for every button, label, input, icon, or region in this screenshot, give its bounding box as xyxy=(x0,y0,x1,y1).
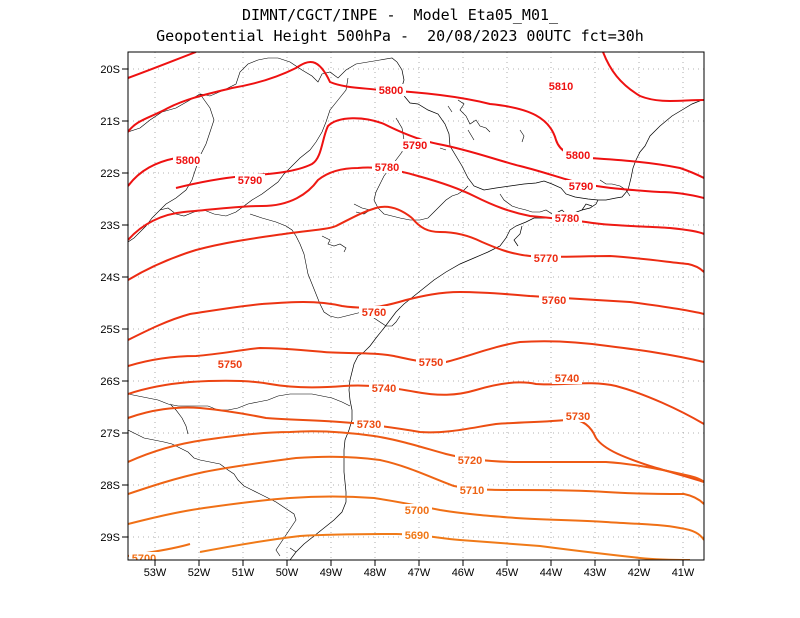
contour-label-bg xyxy=(129,552,159,560)
lat-label: 27S xyxy=(100,428,120,440)
lon-label: 49W xyxy=(320,567,343,579)
contour-label-bg xyxy=(531,252,561,264)
contour-label: 5740 xyxy=(372,383,396,395)
contour-label-bg xyxy=(416,356,446,368)
contour-label-bg xyxy=(563,410,593,422)
lon-label: 43W xyxy=(584,567,607,579)
axis-ticks xyxy=(122,68,684,566)
lon-label: 53W xyxy=(144,567,167,579)
lon-label: 45W xyxy=(496,567,519,579)
contour-label-bg xyxy=(563,149,593,161)
contour-label: 5780 xyxy=(375,162,399,174)
contour-label-bg xyxy=(359,306,389,318)
contour-label: 5740 xyxy=(555,373,579,385)
contour-5700 xyxy=(128,495,704,541)
contour-5740 xyxy=(128,379,704,425)
state-borders xyxy=(128,57,631,557)
contour-label-bg xyxy=(552,212,582,224)
contour-label: 5800 xyxy=(176,155,200,167)
contour-label: 5770 xyxy=(534,253,558,265)
contour-label-bg xyxy=(552,372,582,384)
grid-lines xyxy=(128,52,704,560)
contour-label: 5800 xyxy=(566,150,590,162)
lon-label: 52W xyxy=(188,567,211,579)
contour-label: 5760 xyxy=(542,295,566,307)
lat-label: 29S xyxy=(100,532,120,544)
lon-label: 47W xyxy=(408,567,431,579)
contour-label: 5720 xyxy=(458,455,482,467)
contour-label: 5690 xyxy=(405,530,429,542)
contour-label: 5700 xyxy=(132,553,156,565)
contour-label: 5730 xyxy=(357,419,381,431)
contour-label-bg xyxy=(400,139,430,151)
contour-label: 5750 xyxy=(419,357,443,369)
contour-label-bg xyxy=(402,529,432,541)
map-title-line2: Geopotential Height 500hPa - 20/08/2023 … xyxy=(156,27,644,45)
contour-5770 xyxy=(128,205,704,281)
lat-label: 22S xyxy=(100,168,120,180)
contour-label-bg xyxy=(376,84,406,96)
contour-label-bg xyxy=(235,174,265,186)
contour-label-bg xyxy=(354,418,384,430)
contour-label-bg xyxy=(539,294,569,306)
contour-5790 xyxy=(175,117,704,199)
contour-label: 5730 xyxy=(566,411,590,423)
lon-label: 50W xyxy=(276,567,299,579)
lat-label: 26S xyxy=(100,376,120,388)
lon-label: 48W xyxy=(364,567,387,579)
contour-5800 xyxy=(128,61,704,187)
contour-label: 5710 xyxy=(460,485,484,497)
lat-label: 25S xyxy=(100,324,120,336)
contour-label: 5810 xyxy=(549,81,573,93)
contour-label-bg xyxy=(369,382,399,394)
lon-label: 42W xyxy=(628,567,651,579)
contour-label: 5750 xyxy=(218,359,242,371)
contour-5810 xyxy=(128,52,704,102)
lon-label: 51W xyxy=(232,567,255,579)
lat-label: 28S xyxy=(100,480,120,492)
lat-axis-labels: 20S 21S 22S 23S 24S 25S 26S 27S 28S 29S xyxy=(100,64,120,544)
contour-label-bg xyxy=(372,161,402,173)
contour-label-bg xyxy=(455,454,485,466)
contour-label: 5780 xyxy=(555,213,579,225)
contour-5730 xyxy=(128,406,704,483)
contour-label: 5800 xyxy=(379,85,403,97)
plot-frame xyxy=(127,51,705,561)
contour-label: 5760 xyxy=(362,307,386,319)
contour-label: 5700 xyxy=(405,505,429,517)
lat-label: 24S xyxy=(100,272,120,284)
contour-label-bg xyxy=(457,484,487,496)
coastline xyxy=(289,61,703,560)
contour-5780 xyxy=(128,166,704,241)
contour-5760 xyxy=(128,290,704,341)
reservoirs xyxy=(321,99,525,253)
contour-label-bg xyxy=(402,504,432,516)
contour-label-bg xyxy=(566,180,596,192)
contour-label: 5790 xyxy=(403,140,427,152)
contour-5720 xyxy=(128,430,704,483)
contour-5750 xyxy=(128,340,704,367)
contour-label-bg xyxy=(215,358,245,370)
contour-5710 xyxy=(128,455,704,505)
contour-label: 5790 xyxy=(238,175,262,187)
lon-label: 41W xyxy=(672,567,695,579)
contour-label-bg xyxy=(173,154,203,166)
lat-label: 20S xyxy=(100,64,120,76)
lon-axis-labels: 53W 52W 51W 50W 49W 48W 47W 46W 45W 44W … xyxy=(144,567,695,579)
contour-label: 5790 xyxy=(569,181,593,193)
lat-label: 21S xyxy=(100,116,120,128)
contour-label-bg xyxy=(546,80,576,92)
lon-label: 46W xyxy=(452,567,475,579)
lat-label: 23S xyxy=(100,220,120,232)
lon-label: 44W xyxy=(540,567,563,579)
contour-5690 xyxy=(199,532,691,560)
map-title-line1: DIMNT/CGCT/INPE - Model Eta05_M01_ xyxy=(241,6,559,24)
